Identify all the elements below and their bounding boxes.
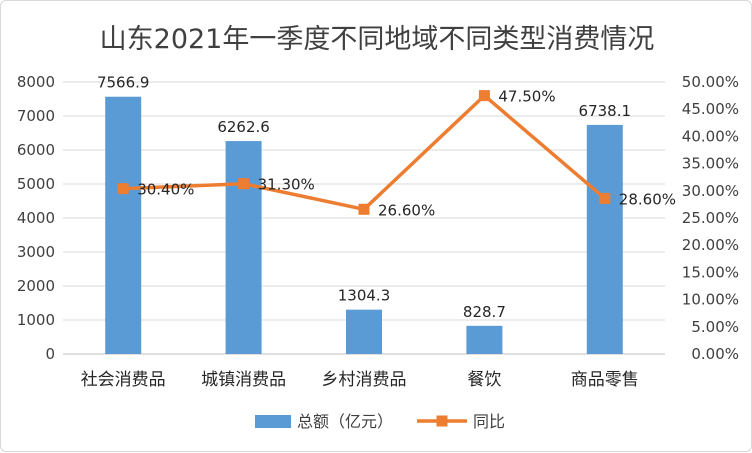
- left-tick-label: 5000: [17, 175, 55, 193]
- bar: [466, 325, 503, 354]
- left-tick-label: 6000: [17, 141, 55, 159]
- right-tick-label: 25.00%: [682, 209, 739, 227]
- line-value-label: 28.60%: [619, 190, 676, 208]
- line-series: 30.40% 31.30% 26.60% 47.50% 28.60%: [117, 88, 676, 219]
- left-axis: 0 1000 2000 3000 4000 5000 6000 7000 8000: [17, 73, 55, 363]
- right-tick-label: 30.00%: [682, 182, 739, 200]
- left-tick-label: 4000: [17, 209, 55, 227]
- line-marker: [358, 203, 370, 215]
- bar-value-label: 7566.9: [97, 74, 150, 92]
- category-axis: 社会消费品 城镇消费品 乡村消费品 餐饮 商品零售: [81, 370, 639, 390]
- bar-value-label: 6738.1: [579, 102, 632, 120]
- legend-marker-line: [436, 415, 448, 427]
- legend-label-bar: 总额（亿元）: [297, 412, 393, 431]
- line-value-label: 26.60%: [378, 201, 435, 219]
- left-tick-label: 0: [45, 345, 55, 363]
- category-label: 商品零售: [571, 370, 639, 390]
- right-tick-label: 40.00%: [682, 127, 739, 145]
- right-tick-label: 5.00%: [691, 318, 739, 336]
- bar: [225, 141, 262, 354]
- left-tick-label: 8000: [17, 73, 55, 91]
- bar: [586, 124, 623, 354]
- line-path: [123, 93, 606, 212]
- line-value-label: 31.30%: [258, 176, 315, 194]
- line-marker: [478, 90, 490, 102]
- bar-value-label: 6262.6: [217, 118, 270, 136]
- line-marker: [238, 178, 250, 190]
- right-tick-label: 10.00%: [682, 291, 739, 309]
- right-tick-label: 20.00%: [682, 236, 739, 254]
- category-label: 乡村消费品: [322, 370, 407, 390]
- bar: [346, 309, 382, 354]
- line-value-label: 47.50%: [498, 88, 555, 106]
- bar-value-label: 828.7: [463, 303, 506, 321]
- left-tick-label: 7000: [17, 107, 55, 125]
- right-tick-label: 0.00%: [691, 345, 739, 363]
- left-tick-label: 2000: [17, 277, 55, 295]
- chart-title: 山东2021年一季度不同地域不同类型消费情况: [100, 24, 655, 55]
- line-value-label: 30.40%: [137, 181, 194, 199]
- legend-swatch-bar: [255, 415, 291, 428]
- right-axis: 0.00% 5.00% 10.00% 15.00% 20.00% 25.00% 30.00%…: [682, 73, 739, 363]
- category-label: 社会消费品: [81, 370, 166, 390]
- right-tick-label: 15.00%: [682, 263, 739, 281]
- left-tick-label: 1000: [17, 311, 55, 329]
- right-tick-label: 35.00%: [682, 155, 739, 173]
- line-marker: [599, 192, 611, 204]
- left-tick-label: 3000: [17, 243, 55, 261]
- legend: 总额（亿元） 同比: [255, 412, 505, 431]
- bar: [105, 96, 142, 354]
- bar-value-label: 1304.3: [338, 287, 391, 305]
- line-marker: [117, 183, 129, 195]
- right-tick-label: 50.00%: [682, 73, 739, 91]
- right-tick-label: 45.00%: [682, 100, 739, 118]
- category-label: 餐饮: [467, 370, 501, 390]
- category-label: 城镇消费品: [201, 370, 286, 390]
- bar-series: 7566.9 6262.6 1304.3 828.7 6738.1: [97, 74, 631, 354]
- legend-label-line: 同比: [473, 412, 505, 431]
- gridlines: [63, 81, 665, 355]
